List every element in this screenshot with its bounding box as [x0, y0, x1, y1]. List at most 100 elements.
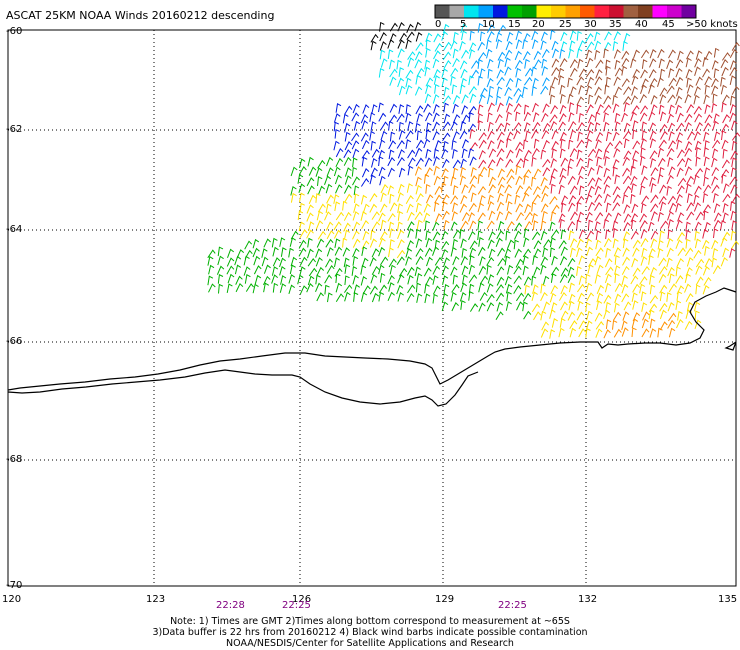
wind-barb — [522, 255, 529, 266]
wind-barb — [632, 120, 639, 130]
wind-barb — [704, 114, 713, 124]
wind-barb — [596, 300, 603, 311]
wind-barb — [587, 158, 593, 168]
wind-barb — [380, 256, 389, 266]
wind-barb — [713, 47, 720, 58]
wind-barb — [549, 114, 558, 123]
wind-barb — [712, 265, 721, 274]
wind-barb — [497, 192, 504, 203]
wind-barb — [630, 111, 638, 122]
wind-barb — [613, 311, 622, 321]
wind-barb — [505, 137, 512, 148]
wind-barb — [387, 49, 394, 59]
wind-barb — [595, 321, 604, 330]
wind-barb — [468, 283, 475, 294]
wind-barb — [307, 248, 314, 259]
wind-barb — [335, 103, 342, 113]
wind-barb — [704, 104, 711, 114]
wind-barb — [695, 76, 703, 86]
wind-barb — [362, 230, 370, 241]
wind-barb — [443, 219, 450, 230]
wind-barb — [441, 182, 447, 193]
wind-barb — [676, 149, 685, 159]
wind-barb — [622, 247, 630, 257]
legend-swatch — [522, 5, 537, 18]
wind-barb — [648, 221, 655, 232]
wind-barb — [704, 257, 713, 268]
wind-barb — [641, 195, 650, 205]
wind-barb — [603, 104, 612, 113]
wind-barb — [316, 292, 324, 302]
wind-barb — [659, 309, 667, 320]
wind-barb — [486, 220, 495, 230]
wind-barb — [657, 211, 664, 222]
wind-barb — [614, 282, 623, 292]
wind-barb — [558, 67, 565, 78]
wind-barb — [415, 184, 422, 195]
wind-barb — [495, 113, 503, 124]
wind-barb — [513, 275, 522, 284]
wind-barb — [506, 131, 514, 141]
wind-barb — [660, 220, 669, 229]
wind-barb — [396, 140, 405, 149]
wind-barb — [515, 258, 524, 268]
wind-barb — [533, 266, 541, 276]
wind-barb — [523, 111, 532, 122]
wind-barb — [369, 174, 376, 185]
wind-barb — [497, 247, 506, 257]
wind-barb — [324, 175, 332, 185]
legend-label-15: 15 — [508, 19, 521, 30]
wind-barb — [648, 303, 658, 313]
wind-barb — [477, 41, 486, 51]
wind-barb — [666, 292, 672, 302]
wind-barb — [344, 193, 353, 203]
wind-barb — [630, 230, 639, 240]
wind-barb — [567, 165, 573, 176]
wind-barb — [659, 87, 668, 97]
wind-barb — [496, 266, 505, 276]
wind-barb — [694, 167, 703, 177]
wind-barb — [415, 139, 424, 149]
wind-barb — [307, 237, 313, 248]
wind-barb — [639, 185, 646, 195]
wind-barb — [443, 175, 449, 186]
wind-barb — [523, 276, 532, 286]
wind-barb — [515, 77, 522, 88]
wind-barb — [450, 195, 459, 205]
wind-barb — [659, 201, 667, 212]
wind-barb — [416, 67, 425, 77]
wind-barb — [497, 257, 506, 267]
wind-barb — [425, 77, 434, 87]
wind-speed-legend — [434, 4, 697, 19]
wind-barb — [540, 328, 549, 338]
wind-barb — [450, 67, 459, 77]
wind-barb — [703, 210, 709, 221]
wind-barb — [308, 166, 317, 176]
wind-barb — [497, 168, 505, 178]
wind-barb — [694, 58, 702, 68]
wind-barb — [315, 248, 323, 258]
wind-barb — [721, 173, 727, 184]
wind-barb — [568, 293, 576, 304]
wind-barb — [612, 158, 620, 169]
wind-barb — [594, 312, 603, 322]
wind-barb — [424, 220, 431, 231]
wind-barb — [477, 246, 486, 256]
wind-barb — [513, 130, 521, 140]
wind-barb — [433, 165, 440, 176]
wind-barb — [495, 292, 505, 302]
wind-barb — [541, 66, 548, 76]
wind-barb — [343, 184, 352, 194]
wind-barb — [542, 77, 550, 87]
wind-barb — [344, 175, 352, 185]
wind-barb — [479, 166, 488, 176]
wind-barb — [694, 113, 703, 123]
wind-barb — [588, 258, 596, 268]
wind-barb — [371, 104, 378, 114]
wind-barb — [612, 131, 620, 141]
wind-barb — [730, 150, 738, 160]
wind-barb — [369, 285, 378, 295]
wind-barb — [695, 156, 701, 167]
wind-barb — [443, 113, 451, 124]
wind-barb — [308, 221, 315, 232]
